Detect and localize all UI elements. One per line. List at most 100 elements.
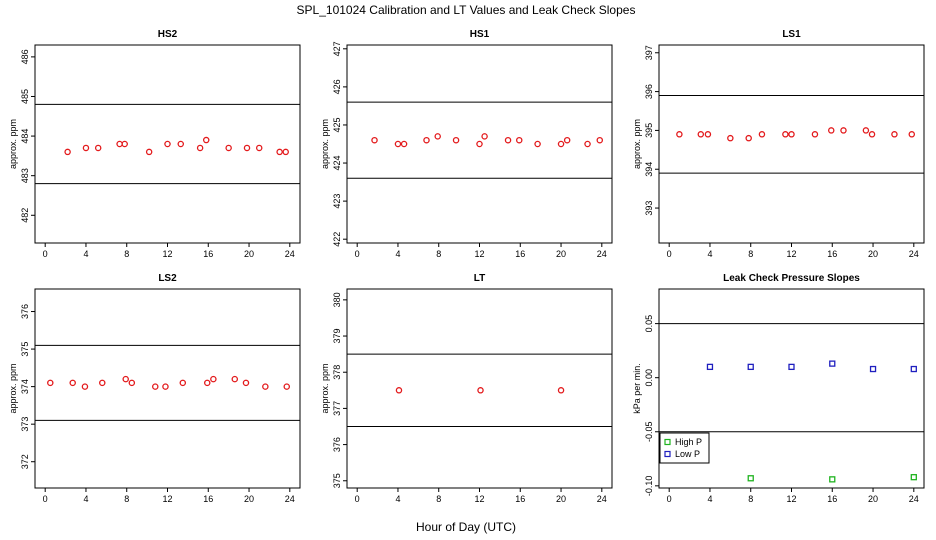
figure-title: SPL_101024 Calibration and LT Values and… [297, 3, 636, 17]
x-tick-label: 0 [667, 249, 672, 259]
x-tick-label: 24 [597, 494, 607, 504]
x-tick-label: 20 [556, 249, 566, 259]
data-point [128, 379, 136, 387]
data-point [82, 144, 90, 152]
x-tick-label: 4 [83, 249, 88, 259]
data-point [242, 379, 250, 387]
x-tick-label: 16 [203, 494, 213, 504]
y-axis-label: approx. ppm [632, 119, 642, 169]
y-tick-label: 393 [644, 201, 654, 216]
y-tick-label: 396 [644, 84, 654, 99]
y-tick-label: -0.05 [644, 422, 654, 443]
panel-title: HS1 [470, 29, 490, 40]
x-tick-label: 24 [285, 494, 295, 504]
x-tick-label: 8 [748, 494, 753, 504]
data-point [152, 383, 159, 390]
panel-leak-check-pressure-slopes: Leak Check Pressure Slopes 0 4 8 12 16 20 24 -0.… [632, 273, 925, 504]
data-point [697, 131, 705, 138]
data-point [164, 140, 171, 148]
plot-frame [346, 44, 613, 244]
data-point [121, 140, 128, 148]
x-tick-label: 0 [43, 249, 48, 259]
data-point [202, 136, 210, 144]
x-tick-label: 4 [707, 249, 712, 259]
data-point [395, 387, 403, 394]
data-point [534, 140, 541, 148]
data-point [745, 134, 752, 142]
x-tick-label: 0 [667, 494, 672, 504]
panel-title: HS2 [158, 29, 178, 40]
y-tick-label: 0.05 [644, 315, 654, 333]
panel-ls2: LS2 0 4 8 12 16 20 24 372 373 374 375 376 approx. ppm [8, 273, 301, 504]
data-point [829, 476, 836, 483]
y-tick-label: 374 [20, 379, 30, 394]
y-tick-label: 422 [332, 232, 342, 247]
x-tick-label: 24 [909, 249, 919, 259]
data-point [747, 475, 754, 482]
data-point [262, 383, 269, 390]
y-tick-label: 376 [20, 304, 30, 319]
data-point [400, 140, 408, 148]
x-tick-label: 16 [515, 494, 525, 504]
x-tick-label: 12 [474, 494, 484, 504]
x-tick-label: 4 [707, 494, 712, 504]
data-point [829, 360, 836, 367]
x-tick-label: 12 [474, 249, 484, 259]
y-tick-label: 484 [20, 129, 30, 144]
data-point [177, 140, 184, 148]
y-tick-label: 377 [332, 401, 342, 416]
y-tick-label: 372 [20, 454, 30, 469]
data-point [122, 375, 129, 383]
y-tick-label: 397 [644, 45, 654, 60]
x-tick-label: 8 [124, 494, 129, 504]
x-axis-label: Hour of Day (UTC) [416, 520, 516, 534]
data-point [747, 363, 754, 371]
x-tick-label: 8 [748, 249, 753, 259]
data-point [557, 387, 565, 394]
data-point [210, 375, 217, 383]
data-point [371, 136, 378, 144]
y-tick-label: 375 [332, 473, 342, 488]
y-tick-label: 394 [644, 162, 654, 177]
data-point [676, 131, 683, 138]
y-tick-label: 483 [20, 168, 30, 183]
data-point [727, 134, 734, 142]
data-point [476, 140, 483, 148]
x-tick-label: 0 [355, 249, 360, 259]
y-tick-label: 380 [332, 292, 342, 307]
plot-frame [658, 44, 925, 244]
panel-title: LT [474, 273, 485, 284]
data-point [276, 148, 283, 156]
data-point [706, 363, 714, 371]
data-point [516, 136, 523, 144]
data-point [557, 140, 565, 148]
legend-marker [664, 438, 671, 446]
data-point [481, 133, 488, 140]
panel-ls1: LS1 0 4 8 12 16 20 24 393 394 395 396 397 approx. ppm [632, 29, 925, 259]
x-tick-label: 24 [597, 249, 607, 259]
data-point [179, 379, 187, 387]
data-point [243, 144, 251, 152]
data-point [225, 144, 232, 152]
data-point [869, 365, 877, 373]
data-point [908, 131, 916, 138]
panel-hs2: HS2 0 4 8 12 16 20 24 482 483 484 485 486 approx. ppm [8, 29, 301, 259]
data-point [145, 148, 153, 156]
y-tick-label: 395 [644, 123, 654, 138]
x-tick-label: 4 [395, 249, 400, 259]
data-point [868, 131, 876, 138]
y-tick-label: 427 [332, 41, 342, 56]
data-point [94, 144, 102, 152]
y-axis-label: approx. ppm [320, 363, 330, 413]
data-point [231, 375, 239, 383]
y-tick-label: 0.00 [644, 369, 654, 387]
data-point [47, 379, 54, 387]
data-point [64, 148, 71, 156]
y-tick-label: 376 [332, 437, 342, 452]
y-axis-label: approx. ppm [8, 119, 18, 169]
x-tick-label: 8 [436, 249, 441, 259]
data-point [162, 383, 169, 390]
x-tick-label: 16 [827, 494, 837, 504]
y-tick-label: 379 [332, 329, 342, 344]
